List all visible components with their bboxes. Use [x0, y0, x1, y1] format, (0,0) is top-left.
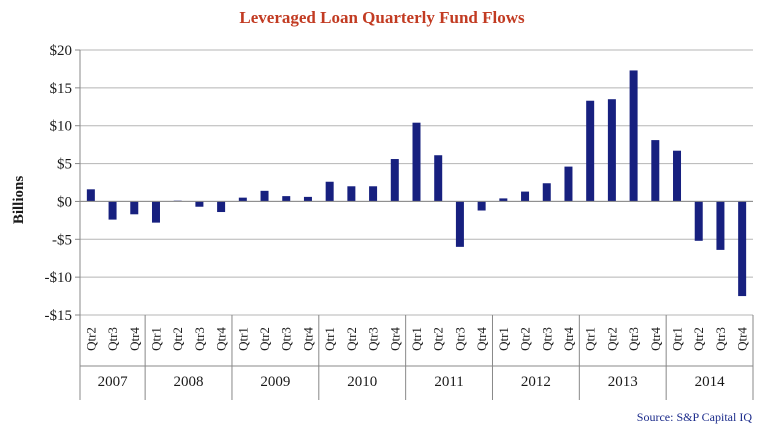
bar [651, 140, 660, 202]
bar [586, 100, 595, 202]
year-group-label: 2011 [434, 374, 463, 390]
bar [151, 201, 160, 223]
y-tick-label: -$5 [52, 232, 72, 248]
x-tick-label: Qtr1 [409, 327, 424, 351]
x-tick-label: Qtr2 [691, 327, 706, 351]
y-tick-label: -$15 [45, 308, 73, 324]
x-tick-label: Qtr1 [496, 327, 511, 351]
year-group-label: 2008 [174, 374, 204, 390]
bar [738, 201, 747, 297]
bar [325, 181, 334, 202]
bar [477, 201, 486, 211]
bar [716, 201, 725, 250]
x-tick-label: Qtr4 [127, 327, 142, 351]
x-tick-label: Qtr3 [279, 327, 294, 351]
bar [434, 155, 443, 202]
year-group-label: 2012 [521, 374, 551, 390]
x-tick-label: Qtr4 [300, 327, 315, 351]
bar [607, 99, 616, 202]
year-group-label: 2009 [260, 374, 290, 390]
x-tick-label: Qtr4 [648, 327, 663, 351]
x-tick-label: Qtr2 [431, 327, 446, 351]
bar [108, 201, 117, 220]
x-tick-label: Qtr3 [452, 327, 467, 351]
bar [130, 201, 139, 215]
x-tick-label: Qtr2 [604, 327, 619, 351]
bar [217, 201, 226, 213]
bar [412, 122, 421, 202]
bar [629, 70, 638, 202]
x-axis [79, 50, 753, 315]
bar [369, 186, 378, 202]
bar [521, 191, 530, 202]
x-tick-label: Qtr3 [366, 327, 381, 351]
x-tick-label: Qtr2 [170, 327, 185, 351]
bar [694, 201, 703, 241]
x-tick-label: Qtr2 [83, 327, 98, 351]
x-tick-label: Qtr3 [626, 327, 641, 351]
y-axis-ticks: $20 $15 $10 $5 $0 -$5 -$10 -$15 [45, 43, 80, 324]
chart-title: Leveraged Loan Quarterly Fund Flows [239, 8, 525, 27]
x-tick-label: Qtr4 [387, 327, 402, 351]
x-axis-category-labels: Qtr2 Qtr3 Qtr4 Qtr1 Qtr2 Qtr3 Qtr4 Qtr1 Qtr2 Qtr3… [83, 327, 749, 351]
year-group-label: 2013 [608, 374, 638, 390]
bar [238, 197, 247, 202]
bar [455, 201, 464, 247]
x-tick-label: Qtr1 [148, 327, 163, 351]
x-tick-label: Qtr4 [474, 327, 489, 351]
year-group-label: 2007 [98, 374, 129, 390]
y-tick-label: -$10 [45, 270, 73, 286]
x-tick-label: Qtr2 [518, 327, 533, 351]
y-tick-label: $10 [50, 119, 73, 135]
x-tick-label: Qtr1 [322, 327, 337, 351]
bar [347, 186, 356, 202]
year-group-label: 2010 [347, 374, 377, 390]
x-tick-label: Qtr3 [713, 327, 728, 351]
x-tick-label: Qtr4 [735, 327, 750, 351]
x-tick-label: Qtr1 [670, 327, 685, 351]
bar [564, 166, 573, 202]
bar [673, 150, 682, 202]
y-axis-label: Billions [11, 176, 27, 225]
bar-series [86, 70, 747, 297]
x-tick-label: Qtr1 [583, 327, 598, 351]
year-group-label: 2014 [695, 374, 726, 390]
bar [542, 183, 551, 202]
x-tick-label: Qtr3 [192, 327, 207, 351]
y-tick-label: $15 [50, 81, 73, 97]
x-tick-label: Qtr4 [214, 327, 229, 351]
x-tick-label: Qtr3 [105, 327, 120, 351]
bar [86, 189, 95, 202]
x-tick-label: Qtr2 [257, 327, 272, 351]
bar [260, 190, 269, 202]
bar [195, 201, 204, 207]
y-tick-label: $20 [50, 43, 73, 59]
bar [303, 196, 312, 202]
x-tick-label: Qtr2 [344, 327, 359, 351]
y-tick-label: $0 [57, 194, 72, 210]
x-tick-label: Qtr3 [539, 327, 554, 351]
bar [499, 198, 508, 202]
x-axis-year-groups: 2007 2008 2009 2010 2011 2012 2013 2014 [79, 315, 754, 400]
x-tick-label: Qtr1 [235, 327, 250, 351]
bar [282, 196, 291, 202]
x-tick-label: Qtr4 [561, 327, 576, 351]
bar [390, 159, 399, 202]
source-note: Source: S&P Capital IQ [637, 410, 753, 424]
y-tick-label: $5 [57, 157, 72, 173]
